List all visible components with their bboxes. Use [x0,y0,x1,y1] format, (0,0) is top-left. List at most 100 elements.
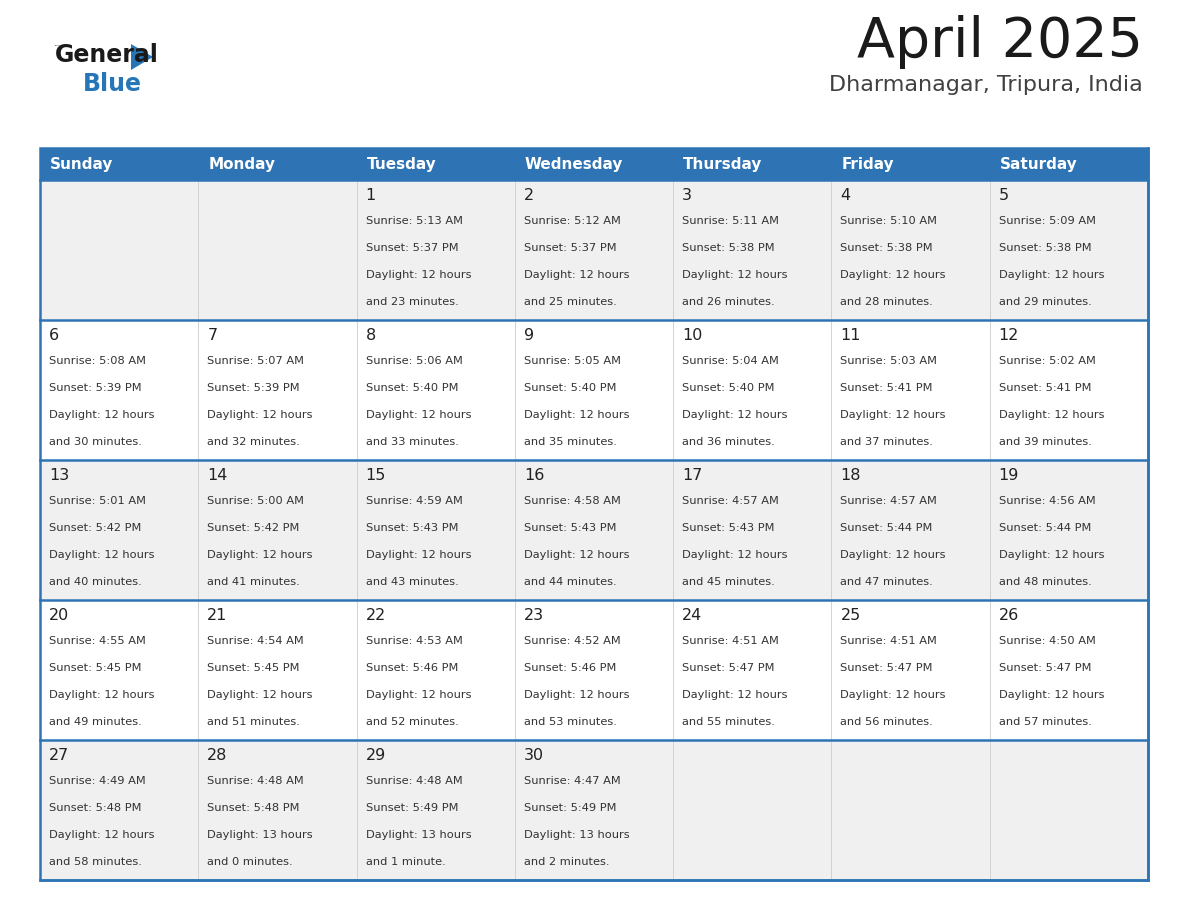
Text: Sunrise: 5:05 AM: Sunrise: 5:05 AM [524,356,621,366]
Text: Tuesday: Tuesday [367,156,436,172]
Text: 29: 29 [366,748,386,763]
Text: Daylight: 13 hours: Daylight: 13 hours [524,830,630,840]
Text: #1a1a1a: #1a1a1a [55,45,62,46]
Text: Daylight: 12 hours: Daylight: 12 hours [682,550,788,560]
Text: Daylight: 12 hours: Daylight: 12 hours [207,690,312,700]
Text: 12: 12 [999,328,1019,343]
Text: 1: 1 [366,188,375,203]
Text: Daylight: 12 hours: Daylight: 12 hours [366,690,472,700]
Text: Sunset: 5:43 PM: Sunset: 5:43 PM [682,523,775,533]
Text: Sunrise: 4:59 AM: Sunrise: 4:59 AM [366,497,462,506]
Bar [40,740,1148,880]
Text: 8: 8 [366,328,375,343]
Text: Daylight: 12 hours: Daylight: 12 hours [682,270,788,280]
Text: Friday: Friday [841,156,895,172]
Text: 14: 14 [207,468,228,483]
Text: Sunday: Sunday [50,156,113,172]
Text: 21: 21 [207,608,228,623]
Text: Sunrise: 5:08 AM: Sunrise: 5:08 AM [49,356,146,366]
Text: Sunset: 5:42 PM: Sunset: 5:42 PM [49,523,141,533]
Text: Daylight: 12 hours: Daylight: 12 hours [840,550,946,560]
Text: Daylight: 12 hours: Daylight: 12 hours [49,690,154,700]
Text: and 29 minutes.: and 29 minutes. [999,297,1092,307]
Bar [40,180,1148,320]
Text: Wednesday: Wednesday [525,156,624,172]
Text: Sunset: 5:40 PM: Sunset: 5:40 PM [366,383,459,393]
Text: Saturday: Saturday [1000,156,1078,172]
Text: Daylight: 13 hours: Daylight: 13 hours [366,830,472,840]
Text: Sunrise: 4:51 AM: Sunrise: 4:51 AM [682,636,779,646]
Text: Sunrise: 5:02 AM: Sunrise: 5:02 AM [999,356,1095,366]
Bar [40,600,1148,740]
Text: Sunrise: 4:55 AM: Sunrise: 4:55 AM [49,636,146,646]
Text: and 32 minutes.: and 32 minutes. [207,437,301,447]
Text: Sunset: 5:47 PM: Sunset: 5:47 PM [840,663,933,673]
Text: and 40 minutes.: and 40 minutes. [49,577,141,587]
Text: Daylight: 12 hours: Daylight: 12 hours [524,410,630,420]
Text: 10: 10 [682,328,702,343]
Text: and 25 minutes.: and 25 minutes. [524,297,617,307]
Text: Daylight: 12 hours: Daylight: 12 hours [840,270,946,280]
Text: and 45 minutes.: and 45 minutes. [682,577,775,587]
Text: Sunrise: 4:53 AM: Sunrise: 4:53 AM [366,636,462,646]
Text: and 58 minutes.: and 58 minutes. [49,857,141,867]
Text: and 35 minutes.: and 35 minutes. [524,437,617,447]
Text: Sunset: 5:38 PM: Sunset: 5:38 PM [999,243,1092,253]
Text: 22: 22 [366,608,386,623]
Text: Sunset: 5:37 PM: Sunset: 5:37 PM [524,243,617,253]
Text: and 0 minutes.: and 0 minutes. [207,857,293,867]
Text: 30: 30 [524,748,544,763]
Text: Thursday: Thursday [683,156,763,172]
Text: Daylight: 12 hours: Daylight: 12 hours [682,410,788,420]
Text: 9: 9 [524,328,533,343]
Text: and 49 minutes.: and 49 minutes. [49,717,141,727]
Text: Daylight: 12 hours: Daylight: 12 hours [840,410,946,420]
Text: Daylight: 12 hours: Daylight: 12 hours [840,690,946,700]
Text: Sunset: 5:37 PM: Sunset: 5:37 PM [366,243,459,253]
Text: and 48 minutes.: and 48 minutes. [999,577,1092,587]
Text: and 52 minutes.: and 52 minutes. [366,717,459,727]
Text: Sunrise: 4:58 AM: Sunrise: 4:58 AM [524,497,621,506]
Text: Sunrise: 4:51 AM: Sunrise: 4:51 AM [840,636,937,646]
Text: Sunset: 5:39 PM: Sunset: 5:39 PM [207,383,299,393]
Text: Daylight: 12 hours: Daylight: 12 hours [49,550,154,560]
Text: 15: 15 [366,468,386,483]
Text: and 30 minutes.: and 30 minutes. [49,437,141,447]
Text: Sunset: 5:43 PM: Sunset: 5:43 PM [524,523,617,533]
Text: Sunrise: 5:10 AM: Sunrise: 5:10 AM [840,217,937,226]
Text: Sunset: 5:45 PM: Sunset: 5:45 PM [49,663,141,673]
Text: Sunset: 5:38 PM: Sunset: 5:38 PM [682,243,775,253]
Text: Sunrise: 5:00 AM: Sunrise: 5:00 AM [207,497,304,506]
Text: and 43 minutes.: and 43 minutes. [366,577,459,587]
Text: 24: 24 [682,608,702,623]
Text: Daylight: 12 hours: Daylight: 12 hours [524,550,630,560]
Text: and 55 minutes.: and 55 minutes. [682,717,775,727]
Text: 6: 6 [49,328,59,343]
Text: and 33 minutes.: and 33 minutes. [366,437,459,447]
Text: Blue: Blue [83,72,143,96]
Text: Sunset: 5:39 PM: Sunset: 5:39 PM [49,383,141,393]
Text: Sunrise: 4:47 AM: Sunrise: 4:47 AM [524,777,620,787]
Text: 11: 11 [840,328,861,343]
Text: Dharmanagar, Tripura, India: Dharmanagar, Tripura, India [829,75,1143,95]
Text: Sunrise: 5:04 AM: Sunrise: 5:04 AM [682,356,779,366]
Text: Sunrise: 5:03 AM: Sunrise: 5:03 AM [840,356,937,366]
Text: Monday: Monday [208,156,276,172]
Text: and 44 minutes.: and 44 minutes. [524,577,617,587]
Text: Daylight: 12 hours: Daylight: 12 hours [682,690,788,700]
Text: Sunrise: 4:57 AM: Sunrise: 4:57 AM [682,497,779,506]
Text: Daylight: 12 hours: Daylight: 12 hours [999,550,1104,560]
Text: 27: 27 [49,748,69,763]
Text: 7: 7 [207,328,217,343]
Text: Sunset: 5:40 PM: Sunset: 5:40 PM [524,383,617,393]
Text: and 37 minutes.: and 37 minutes. [840,437,934,447]
Text: Sunset: 5:47 PM: Sunset: 5:47 PM [999,663,1092,673]
Text: and 41 minutes.: and 41 minutes. [207,577,301,587]
Text: Daylight: 12 hours: Daylight: 12 hours [524,270,630,280]
Text: Sunset: 5:43 PM: Sunset: 5:43 PM [366,523,459,533]
Text: Sunset: 5:49 PM: Sunset: 5:49 PM [366,803,459,813]
Text: and 56 minutes.: and 56 minutes. [840,717,934,727]
Bar [40,148,1148,180]
Text: Sunrise: 4:49 AM: Sunrise: 4:49 AM [49,777,146,787]
Text: and 47 minutes.: and 47 minutes. [840,577,934,587]
